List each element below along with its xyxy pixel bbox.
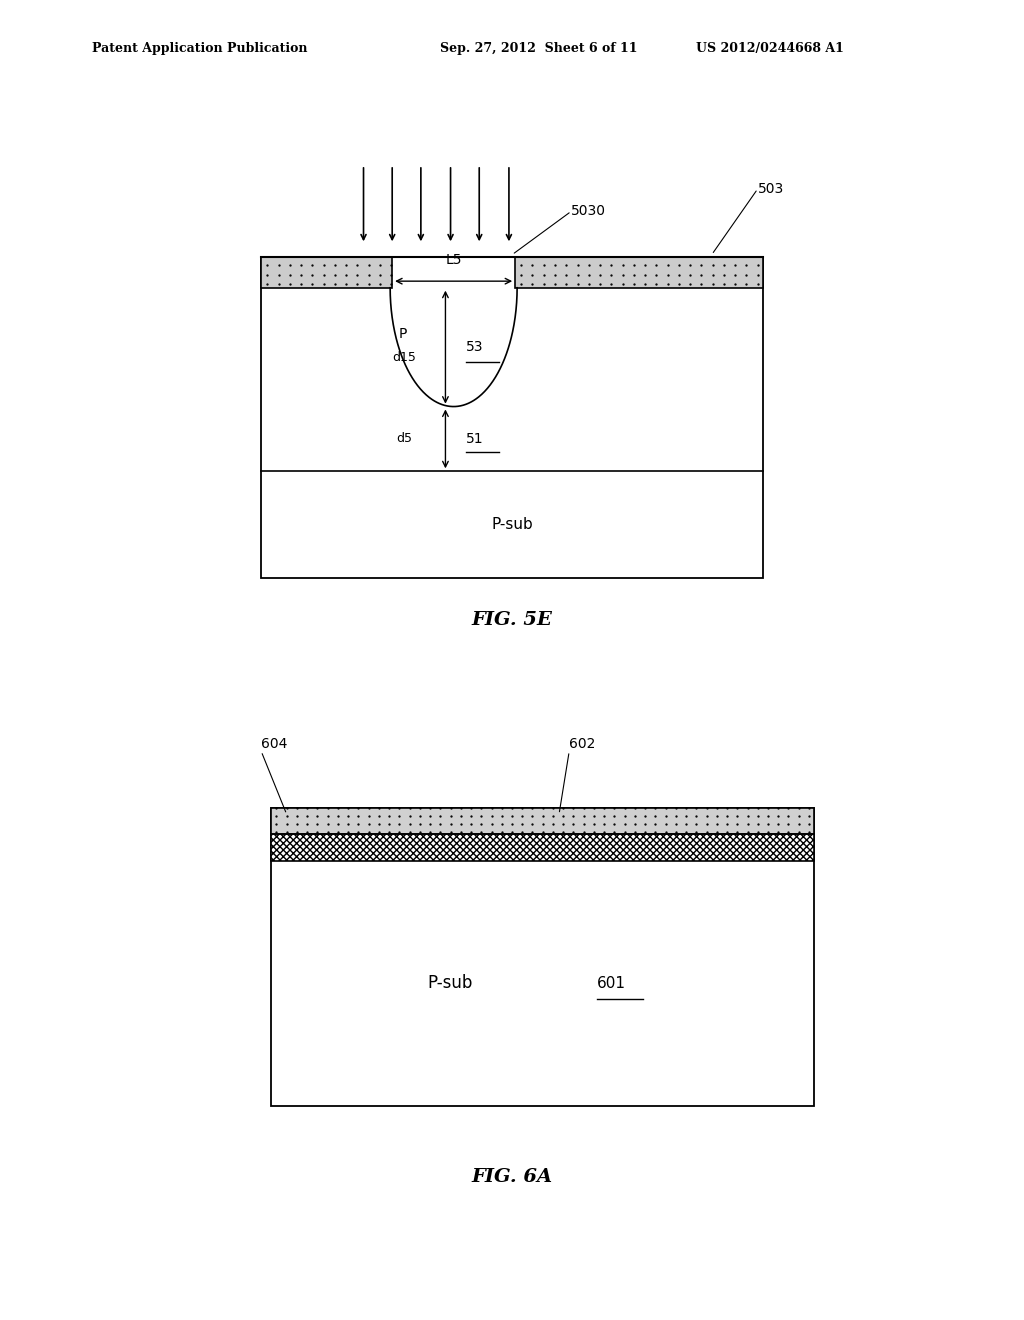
Text: 602: 602	[569, 737, 596, 751]
Text: d5: d5	[396, 433, 413, 445]
Text: US 2012/0244668 A1: US 2012/0244668 A1	[696, 42, 844, 55]
Bar	[261, 257, 392, 288]
Text: FIG. 6A: FIG. 6A	[471, 1168, 553, 1187]
Bar	[515, 257, 763, 288]
Bar	[271, 808, 814, 1106]
Text: Sep. 27, 2012  Sheet 6 of 11: Sep. 27, 2012 Sheet 6 of 11	[440, 42, 638, 55]
Bar	[271, 808, 814, 834]
Text: Patent Application Publication: Patent Application Publication	[92, 42, 307, 55]
Text: 503: 503	[758, 182, 784, 195]
Text: P: P	[398, 327, 407, 341]
Text: P-sub: P-sub	[428, 974, 473, 993]
Bar	[261, 257, 392, 288]
Bar	[261, 257, 763, 578]
Text: L5: L5	[445, 252, 462, 267]
Text: d15: d15	[392, 351, 417, 364]
Text: 5030: 5030	[571, 205, 606, 218]
Bar	[271, 834, 814, 861]
Text: 53: 53	[466, 341, 483, 354]
Text: 51: 51	[466, 432, 483, 446]
Bar	[271, 808, 814, 834]
Text: 604: 604	[261, 737, 288, 751]
Text: 601: 601	[597, 975, 626, 991]
Bar	[515, 257, 763, 288]
Text: FIG. 5E: FIG. 5E	[472, 611, 552, 630]
Text: P-sub: P-sub	[492, 517, 532, 532]
